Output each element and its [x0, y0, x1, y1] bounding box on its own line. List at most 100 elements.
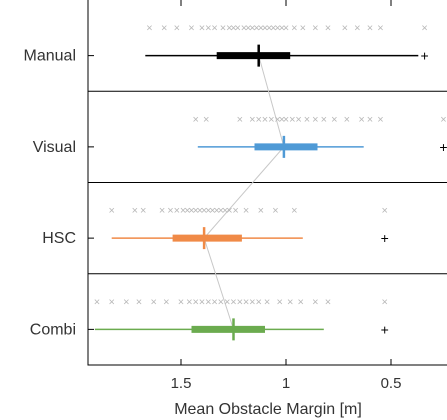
sample-point: ×: [258, 205, 264, 217]
sample-point: ×: [108, 205, 114, 217]
sample-point: ×: [295, 114, 301, 126]
sample-point: ×: [180, 205, 186, 217]
sample-point: ×: [421, 23, 427, 35]
sample-point: ×: [243, 205, 249, 217]
category-label-hsc: HSC: [42, 230, 76, 247]
sample-point: ×: [297, 296, 303, 308]
sample-point: ×: [358, 114, 364, 126]
sample-point: ×: [331, 114, 337, 126]
boxplot-series: [94, 44, 419, 341]
median-connector-line: [203, 55, 285, 330]
sample-point: ×: [255, 296, 261, 308]
sample-point: ×: [150, 296, 156, 308]
sample-point: ×: [211, 23, 217, 35]
sample-point: ×: [274, 114, 280, 126]
sample-point: ×: [325, 296, 331, 308]
sample-point: ×: [344, 114, 350, 126]
sample-point: ×: [237, 114, 243, 126]
sample-point: ×: [312, 114, 318, 126]
sample-point: ×: [218, 296, 224, 308]
iqr-box-hsc: [172, 234, 242, 242]
sample-point: ×: [249, 296, 255, 308]
sample-point: ×: [249, 23, 255, 35]
sample-point: ×: [274, 23, 280, 35]
sample-point: ×: [161, 23, 167, 35]
sample-point: ×: [203, 114, 209, 126]
sample-point: ×: [287, 296, 293, 308]
sample-point: ×: [440, 114, 446, 126]
sample-point: ×: [300, 23, 306, 35]
sample-point: ×: [211, 296, 217, 308]
sample-point: ×: [226, 205, 232, 217]
sample-point: ×: [218, 205, 224, 217]
sample-point: ×: [205, 296, 211, 308]
sample-point: ×: [205, 23, 211, 35]
sample-point: ×: [291, 205, 297, 217]
sample-point: ×: [342, 23, 348, 35]
sample-point: ×: [146, 23, 152, 35]
sample-point: ×: [312, 296, 318, 308]
iqr-box-combi: [191, 325, 265, 333]
x-tick-label: 1.5: [171, 375, 192, 392]
sample-point: ×: [377, 114, 383, 126]
sample-point: ×: [192, 296, 198, 308]
sample-point: ×: [279, 23, 285, 35]
sample-point: ×: [354, 23, 360, 35]
category-labels: Manual Visual HSC Combi: [24, 48, 94, 338]
sample-point: ×: [325, 23, 331, 35]
sample-point: ×: [321, 114, 327, 126]
outlier-marker-hsc: +: [381, 230, 389, 246]
x-tick-label: 1: [282, 375, 290, 392]
sample-point: ×: [188, 23, 194, 35]
sample-point: ×: [377, 23, 383, 35]
sample-point: ×: [283, 114, 289, 126]
sample-points: × × × × × × × × ××× ××××××××××× × × × × × × × × ×× × × × × × × ××…: [94, 23, 447, 309]
outlier-markers: + + + +: [381, 48, 447, 338]
sample-point: ×: [304, 114, 310, 126]
sample-point: ×: [174, 205, 180, 217]
category-label-manual: Manual: [24, 48, 76, 65]
sample-point: ×: [222, 205, 228, 217]
panel-dividers: [88, 90, 447, 275]
sample-point: ×: [199, 23, 205, 35]
iqr-box-visual: [254, 143, 318, 151]
sample-point: ×: [237, 296, 243, 308]
sample-point: ×: [268, 114, 274, 126]
sample-point: ×: [249, 114, 255, 126]
sample-point: ×: [241, 23, 247, 35]
sample-point: ×: [192, 114, 198, 126]
x-tick-label: 0.5: [381, 375, 402, 392]
sample-point: ×: [136, 296, 142, 308]
sample-point: ×: [264, 296, 270, 308]
sample-point: ×: [184, 205, 190, 217]
sample-point: ×: [266, 23, 272, 35]
sample-point: ×: [312, 23, 318, 35]
sample-point: ×: [367, 23, 373, 35]
iqr-box-manual: [216, 52, 291, 60]
sample-point: ×: [167, 205, 173, 217]
sample-point: ×: [123, 296, 129, 308]
sample-point: ×: [108, 296, 114, 308]
sample-point: ×: [245, 23, 251, 35]
sample-point: ×: [224, 296, 230, 308]
sample-point: ×: [174, 23, 180, 35]
sample-point: ×: [205, 205, 211, 217]
sample-point: ×: [230, 296, 236, 308]
sample-point: ×: [132, 205, 138, 217]
sample-point: ×: [213, 205, 219, 217]
sample-point: ×: [230, 23, 236, 35]
sample-point: ×: [291, 23, 297, 35]
sample-point: ×: [201, 205, 207, 217]
sample-point: ×: [232, 205, 238, 217]
category-label-combi: Combi: [30, 321, 76, 338]
sample-point: ×: [94, 296, 100, 308]
sample-point: ×: [381, 205, 387, 217]
sample-point: ×: [272, 205, 278, 217]
plot-frame: [87, 0, 447, 366]
sample-point: ×: [178, 296, 184, 308]
sample-point: ×: [283, 23, 289, 35]
sample-point: ×: [367, 114, 373, 126]
sample-point: ×: [159, 205, 165, 217]
median-connector: [203, 55, 285, 330]
sample-point: ×: [253, 23, 259, 35]
